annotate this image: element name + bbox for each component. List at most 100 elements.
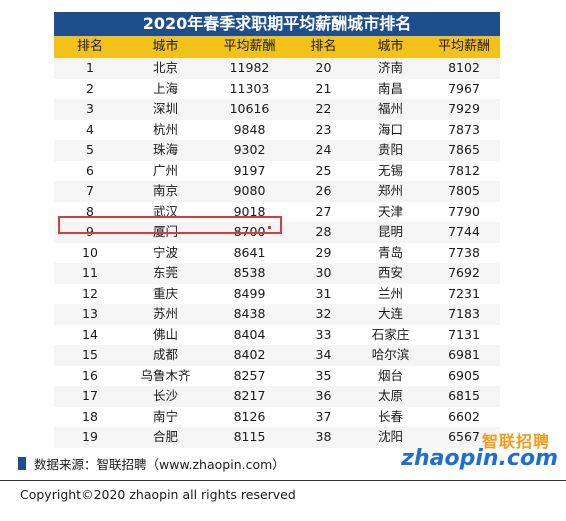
salary-cell: 7692 [448,265,480,280]
salary-ranking-table: 2020年春季求职期平均薪酬城市排名 排名 城市 平均薪酬 排名 城市 平均薪酬… [54,12,500,448]
table-row: 5 珠海 9302 24 贵阳 7865 [54,140,500,161]
table-row: 17 长沙 8217 36 太原 6815 [54,386,500,407]
salary-cell: 7131 [448,326,480,342]
city-cell: 佛山 [152,326,178,342]
highlight-box [58,216,282,234]
copyright-text: Copyright©2020 zhaopin all rights reserv… [20,487,296,502]
city-cell: 长沙 [152,388,178,403]
city-cell: 沈阳 [377,429,403,444]
city-cell: 乌鲁木齐 [140,367,191,383]
city-cell: 宁波 [152,244,178,260]
city-cell: 青岛 [377,244,403,260]
rank-cell: 4 [86,121,94,137]
rank-cell: 15 [82,347,98,362]
rank-cell: 8 [86,203,94,219]
salary-cell: 6905 [448,367,480,383]
city-cell: 贵阳 [377,142,403,157]
city-cell: 烟台 [377,367,403,383]
rank-cell: 13 [82,306,98,321]
table-row: 1 北京 11982 20 济南 8102 [54,58,500,79]
city-cell: 福州 [377,101,403,116]
city-cell: 昆明 [377,224,403,239]
city-cell: 天津 [377,203,403,219]
rank-cell: 38 [315,429,332,444]
salary-cell: 7805 [448,183,480,198]
header-city-left: 城市 [152,39,179,54]
salary-cell: 9848 [233,121,266,137]
city-cell: 合肥 [152,429,178,444]
city-cell: 西安 [377,265,403,280]
rank-cell: 16 [82,367,98,383]
rank-cell: 11 [82,265,98,280]
city-cell: 石家庄 [371,326,410,342]
rank-cell: 33 [315,326,332,342]
salary-cell: 9080 [233,183,266,198]
salary-cell: 9302 [233,142,266,157]
city-cell: 上海 [152,80,178,96]
rank-cell: 30 [315,265,332,280]
salary-cell: 7929 [448,101,480,116]
city-cell: 厦门 [152,224,178,239]
city-cell: 北京 [152,60,178,75]
table-row: 7 南京 9080 26 郑州 7805 [54,181,500,202]
salary-cell: 8499 [233,285,266,301]
source-square-icon [18,457,26,470]
salary-cell: 11982 [229,60,270,75]
rank-cell: 5 [86,142,94,157]
salary-cell: 8115 [233,429,266,444]
city-cell: 苏州 [152,306,178,321]
city-cell: 武汉 [152,203,178,219]
city-cell: 深圳 [152,101,178,116]
rank-cell: 24 [315,142,332,157]
rank-cell: 14 [82,326,98,342]
table-row: 12 重庆 8499 31 兰州 7231 [54,283,500,304]
rank-cell: 25 [315,162,332,178]
table-row: 15 成都 8402 34 哈尔滨 6981 [54,345,500,366]
rank-cell: 9 [86,224,94,239]
salary-cell: 8257 [233,367,266,383]
city-cell: 长春 [377,408,403,424]
city-cell: 海口 [377,121,403,137]
zhaopin-logo: 智联招聘 zhaopin.com [401,428,558,476]
city-cell: 南昌 [377,80,403,96]
city-cell: 哈尔滨 [371,347,410,362]
rank-cell: 12 [82,285,98,301]
salary-cell: 6981 [448,347,480,362]
city-cell: 重庆 [152,285,178,301]
table-row: 16 乌鲁木齐 8257 35 烟台 6905 [54,365,500,386]
rank-cell: 20 [315,60,332,75]
city-cell: 广州 [152,162,178,178]
salary-cell: 7183 [448,306,480,321]
header-salary-left: 平均薪酬 [223,39,276,54]
city-cell: 珠海 [152,142,178,157]
city-cell: 兰州 [377,285,403,301]
table-row: 10 宁波 8641 29 青岛 7738 [54,242,500,263]
source-text: 数据来源：智联招聘（www.zhaopin.com） [34,457,285,472]
logo-chinese: 智联招聘 [481,432,550,451]
city-cell: 成都 [152,347,178,362]
rank-cell: 19 [82,429,98,444]
rank-cell: 34 [315,347,332,362]
salary-cell: 8538 [233,265,266,280]
city-cell: 南宁 [152,408,178,424]
salary-cell: 7967 [448,80,480,96]
table-header: 排名 城市 平均薪酬 排名 城市 平均薪酬 [54,36,500,58]
city-cell: 无锡 [377,162,403,178]
rank-cell: 35 [315,367,332,383]
salary-cell: 8402 [233,347,266,362]
rank-cell: 22 [315,101,332,116]
salary-cell: 9018 [233,203,266,219]
table-row: 6 广州 9197 25 无锡 7812 [54,160,500,181]
table-title: 2020年春季求职期平均薪酬城市排名 [54,12,500,36]
rank-cell: 36 [315,388,332,403]
salary-cell: 7812 [448,162,480,178]
city-cell: 太原 [377,388,403,403]
rank-cell: 32 [315,306,332,321]
rank-cell: 29 [315,244,332,260]
city-cell: 济南 [377,60,403,75]
salary-cell: 7231 [448,285,480,301]
city-cell: 东莞 [152,265,178,280]
salary-cell: 8700 [233,224,266,239]
table-row: 19 合肥 8115 38 沈阳 6567 [54,427,500,448]
salary-cell: 7744 [448,224,480,239]
